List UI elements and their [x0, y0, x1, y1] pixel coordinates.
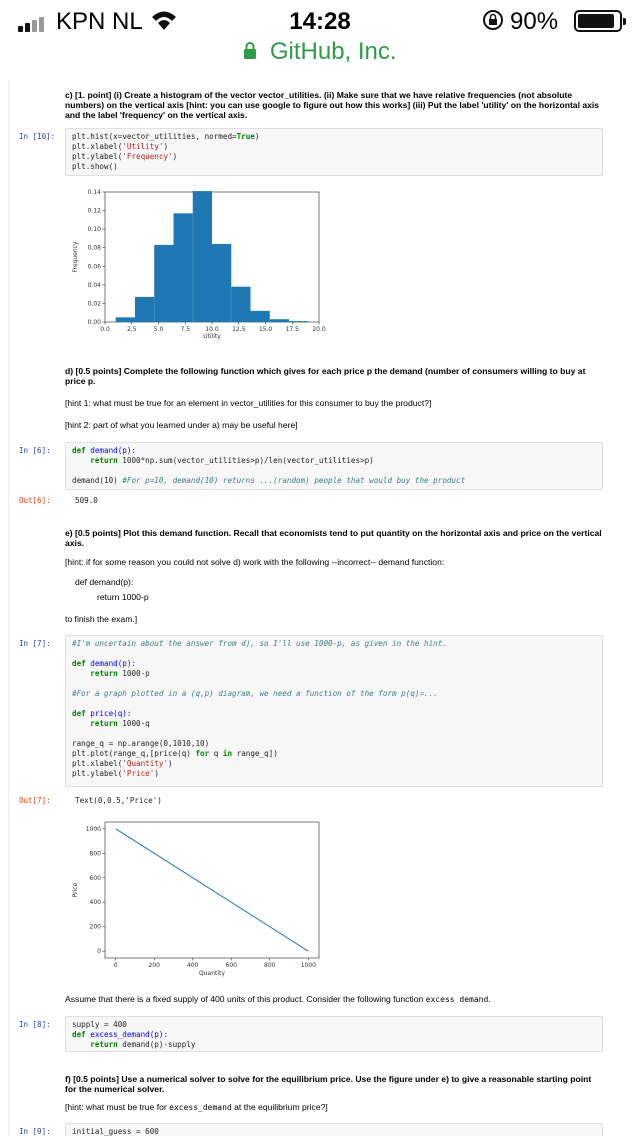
- x-tick-label: 12.5: [232, 326, 246, 333]
- demand-line-chart: 0 200 400 600 800 1000 0 200 400 600 800 1000 Quanti…: [72, 821, 320, 977]
- clock: 14:28: [289, 8, 351, 35]
- battery-percent: 90%: [510, 8, 559, 35]
- y-tick-label: 0.02: [88, 300, 102, 307]
- histogram-bar-2: [154, 244, 174, 322]
- hint-1: [hint 1: what must be true for an elemen…: [65, 398, 432, 408]
- in-prompt-9: In [9]:: [19, 1127, 51, 1136]
- in-prompt-6: In [6]:: [19, 446, 51, 455]
- y-tick-label: 0.10: [88, 226, 102, 233]
- supply-text: Assume that there is a fixed supply of 4…: [65, 994, 491, 1004]
- histogram-bar-8: [269, 319, 290, 322]
- x-axis-label: Quantity: [199, 970, 225, 977]
- hint-code-2: return 1000-p: [97, 592, 149, 602]
- y-tick-label: 0.14: [88, 189, 102, 196]
- y-tick-label: 800: [90, 850, 102, 857]
- hint-2: [hint 2: part of what you learned under …: [65, 420, 298, 430]
- x-tick-label: 0.0: [100, 326, 110, 333]
- histogram-bar-0: [115, 317, 135, 322]
- notebook: c) [1. point] (i) Create a histogram of …: [8, 80, 632, 1136]
- question-c: c) [1. point] (i) Create a histogram of …: [65, 90, 600, 120]
- x-tick-label: 200: [148, 962, 160, 969]
- lock-icon: [243, 41, 257, 64]
- y-tick-label: 400: [90, 899, 102, 906]
- histogram-bar-1: [134, 296, 155, 322]
- site-name: GitHub, Inc.: [269, 38, 397, 65]
- histogram-bar-7: [250, 310, 270, 322]
- out-prompt-6: Out[6]:: [19, 496, 51, 505]
- y-tick-label: 0: [97, 948, 101, 955]
- x-tick-label: 20.0: [312, 326, 326, 333]
- out-prompt-7: Out[7]:: [19, 796, 51, 805]
- in-prompt-10: In [10]:: [19, 132, 56, 141]
- x-tick-label: 400: [187, 962, 199, 969]
- demand-line: [115, 828, 309, 952]
- signal-icon: [18, 14, 46, 32]
- y-tick-label: 0.00: [88, 319, 102, 326]
- in-prompt-7: In [7]:: [19, 639, 51, 648]
- y-tick-label: 0.06: [88, 263, 102, 270]
- hint-e: [hint: if for some reason you could not …: [65, 557, 445, 567]
- y-tick-label: 1000: [86, 826, 101, 833]
- y-tick-label: 600: [90, 875, 102, 882]
- status-bar: KPN NL 14:28 90%: [0, 0, 640, 40]
- x-tick-label: 800: [264, 962, 276, 969]
- code-cell-7[interactable]: #I'm uncertain about the answer from d),…: [65, 635, 603, 787]
- x-tick-label: 7.5: [180, 326, 190, 333]
- x-tick-label: 17.5: [286, 326, 300, 333]
- finish-text: to finish the exam.]: [65, 614, 138, 624]
- histogram-bar-9: [289, 321, 309, 322]
- histogram-chart: 0.0 2.5 5.0 7.5 10.0 12.5 15.0 17.5 20.0 0.00 0.02…: [72, 189, 326, 340]
- histogram-bar-6: [231, 286, 251, 322]
- question-e: e) [0.5 points] Plot this demand functio…: [65, 528, 602, 548]
- output-6: 509.0: [75, 496, 98, 505]
- code-cell-8[interactable]: supply = 400 def excess_demand(p): retur…: [65, 1016, 603, 1052]
- x-tick-label: 10.0: [205, 326, 219, 333]
- y-tick-label: 0.04: [88, 282, 102, 289]
- x-tick-label: 15.0: [259, 326, 273, 333]
- x-tick-label: 5.0: [154, 326, 164, 333]
- y-axis-label: Price: [72, 882, 79, 897]
- code-cell-6[interactable]: def demand(p): return 1000*np.sum(vector…: [65, 442, 603, 490]
- carrier-name: KPN NL: [56, 8, 143, 35]
- code-cell-9[interactable]: initial_guess = 600: [65, 1123, 603, 1136]
- plot-frame: [104, 821, 320, 959]
- in-prompt-8: In [8]:: [19, 1020, 51, 1029]
- histogram-bar-3: [173, 213, 193, 322]
- hint-f: [hint: what must be true for excess_dema…: [65, 1102, 328, 1112]
- histogram-bar-4: [192, 191, 212, 322]
- y-axis-label: Frequency: [72, 241, 79, 272]
- x-tick-label: 0: [114, 962, 118, 969]
- output-7: Text(0,0.5,'Price'): [75, 796, 162, 805]
- question-d: d) [0.5 points] Complete the following f…: [65, 366, 586, 386]
- y-tick-label: 0.12: [88, 208, 102, 215]
- histogram-bar-5: [212, 244, 232, 322]
- wifi-icon: [150, 9, 178, 36]
- y-tick-label: 200: [90, 924, 102, 931]
- x-tick-label: 2.5: [127, 326, 137, 333]
- question-f: f) [0.5 points] Use a numerical solver t…: [65, 1074, 592, 1094]
- x-tick-label: 600: [226, 962, 238, 969]
- rotation-lock-icon: [482, 9, 504, 36]
- code-cell-10[interactable]: plt.hist(x=vector_utilities, normed=True…: [65, 128, 603, 176]
- url-bar[interactable]: GitHub, Inc.: [0, 38, 640, 72]
- x-axis-label: Utility: [203, 333, 221, 340]
- x-tick-label: 1000: [301, 962, 316, 969]
- battery-icon: [574, 10, 626, 32]
- hint-code-1: def demand(p):: [75, 577, 134, 587]
- y-tick-label: 0.08: [88, 245, 102, 252]
